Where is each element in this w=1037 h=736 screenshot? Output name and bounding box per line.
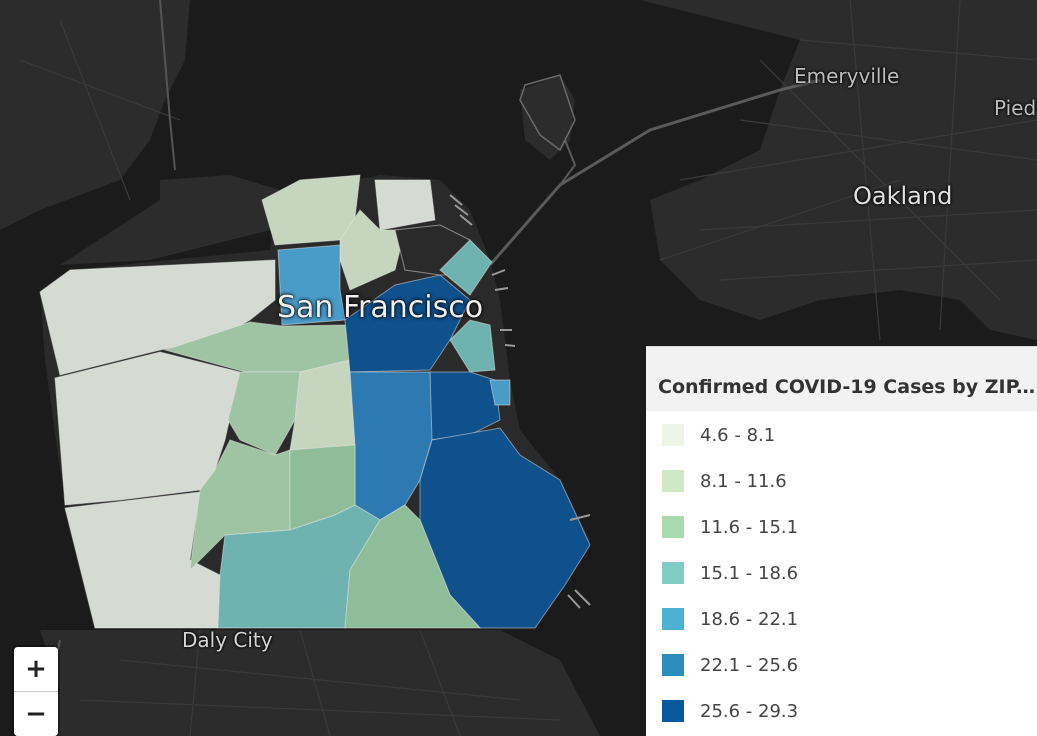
zip-polygons[interactable] xyxy=(39,174,591,629)
legend-label: 25.6 - 29.3 xyxy=(700,700,799,722)
zoom-divider xyxy=(14,691,58,692)
treasure-island-causeway xyxy=(559,139,577,186)
legend-item: 8.1 - 11.6 xyxy=(662,469,787,493)
zoom-out-button[interactable]: − xyxy=(14,692,58,736)
legend-label: 8.1 - 11.6 xyxy=(700,470,787,492)
legend-item: 15.1 - 18.6 xyxy=(662,561,798,585)
legend-swatch xyxy=(662,700,684,722)
zip-western-addition xyxy=(277,244,346,326)
legend-label: 4.6 - 8.1 xyxy=(700,424,776,446)
zip-dogpatch xyxy=(489,379,511,406)
treasure-island xyxy=(519,74,576,152)
city-label-piedmont: Pied xyxy=(994,96,1037,120)
legend-label: 22.1 - 25.6 xyxy=(700,654,799,676)
zip-visitacion xyxy=(344,504,482,629)
legend-item: 18.6 - 22.1 xyxy=(662,607,798,631)
legend-swatch xyxy=(662,516,684,538)
city-label-daly-city: Daly City xyxy=(182,628,273,652)
legend-label: 11.6 - 15.1 xyxy=(700,516,799,538)
legend-swatch xyxy=(662,470,684,492)
zip-north-beach xyxy=(374,179,436,231)
legend-swatch xyxy=(662,562,684,584)
legend-panel: Confirmed COVID-19 Cases by ZIP... 4.6 -… xyxy=(646,346,1037,736)
legend-title: Confirmed COVID-19 Cases by ZIP... xyxy=(646,347,1037,411)
legend-item: 4.6 - 8.1 xyxy=(662,423,775,447)
zip-outer-sunset xyxy=(54,351,241,506)
city-label-emeryville: Emeryville xyxy=(794,64,900,88)
legend-item: 22.1 - 25.6 xyxy=(662,653,798,677)
legend-swatch xyxy=(662,654,684,676)
legend-swatch xyxy=(662,608,684,630)
legend-item: 11.6 - 15.1 xyxy=(662,515,798,539)
road-network xyxy=(19,0,1037,736)
zoom-control: + − xyxy=(14,647,58,736)
highway-line xyxy=(159,0,176,171)
piers xyxy=(449,194,591,609)
zoom-in-button[interactable]: + xyxy=(14,647,58,691)
city-label-san-francisco: San Francisco xyxy=(277,290,484,325)
bay-bridge xyxy=(488,78,821,266)
zip-noe xyxy=(289,359,356,451)
zip-bayview xyxy=(419,427,591,629)
legend-swatch xyxy=(662,424,684,446)
legend-label: 15.1 - 18.6 xyxy=(700,562,799,584)
zip-richmond xyxy=(39,259,276,376)
legend-label: 18.6 - 22.1 xyxy=(700,608,799,630)
legend-item: 25.6 - 29.3 xyxy=(662,699,798,723)
city-label-oakland: Oakland xyxy=(853,182,953,210)
zip-mission-bay xyxy=(449,319,496,373)
zip-embarcadero xyxy=(439,239,493,296)
